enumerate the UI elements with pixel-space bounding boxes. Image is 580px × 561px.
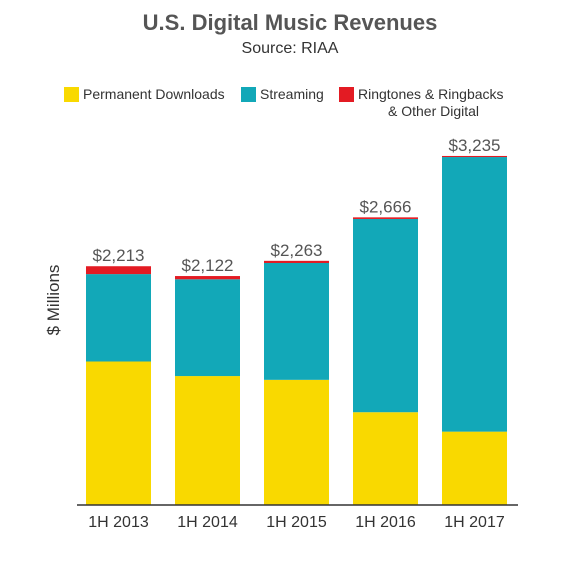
bar-segment-downloads-2	[264, 379, 329, 505]
bar-segment-ringtones-1	[175, 276, 240, 280]
bar-segment-streaming-3	[353, 218, 418, 413]
x-tick-labels: 1H 2013 1H 2014 1H 2015 1H 2016 1H 2017	[88, 514, 505, 531]
legend-swatch-ringtones	[339, 87, 354, 102]
bar-segment-downloads-0	[86, 361, 151, 505]
x-tick-label-1: 1H 2014	[177, 514, 238, 531]
bar-segment-ringtones-0	[86, 266, 151, 275]
chart-subtitle: Source: RIAA	[241, 40, 339, 57]
legend-label-streaming: Streaming	[260, 86, 324, 102]
bars-group: $2,213 $2,122 $2,263 $2,666 $3,235	[86, 136, 507, 505]
legend-swatch-streaming	[241, 87, 256, 102]
x-tick-label-2: 1H 2015	[266, 514, 327, 531]
x-tick-label-4: 1H 2017	[444, 514, 505, 531]
bar-segment-ringtones-2	[264, 260, 329, 263]
bar-segment-downloads-1	[175, 376, 240, 505]
chart-title: U.S. Digital Music Revenues	[142, 10, 438, 35]
bar-segment-ringtones-4	[442, 155, 507, 158]
y-axis-label: $ Millions	[44, 265, 63, 336]
total-label-3: $2,666	[360, 197, 412, 216]
legend-label-downloads: Permanent Downloads	[83, 86, 225, 102]
bar-segment-streaming-2	[264, 262, 329, 380]
bar-segment-ringtones-3	[353, 217, 418, 219]
bar-segment-downloads-3	[353, 412, 418, 505]
legend-swatch-downloads	[64, 87, 79, 102]
legend-label-ringtones-line2: & Other Digital	[388, 103, 480, 119]
x-tick-label-0: 1H 2013	[88, 514, 149, 531]
total-label-2: $2,263	[271, 241, 323, 260]
bar-segment-streaming-0	[86, 274, 151, 362]
total-label-1: $2,122	[182, 256, 234, 275]
total-label-0: $2,213	[93, 246, 145, 265]
total-label-4: $3,235	[449, 136, 501, 155]
bar-segment-streaming-1	[175, 279, 240, 377]
x-tick-label-3: 1H 2016	[355, 514, 416, 531]
legend-label-ringtones-line1: Ringtones & Ringbacks	[358, 86, 504, 102]
bar-segment-streaming-4	[442, 157, 507, 432]
bar-segment-downloads-4	[442, 431, 507, 505]
